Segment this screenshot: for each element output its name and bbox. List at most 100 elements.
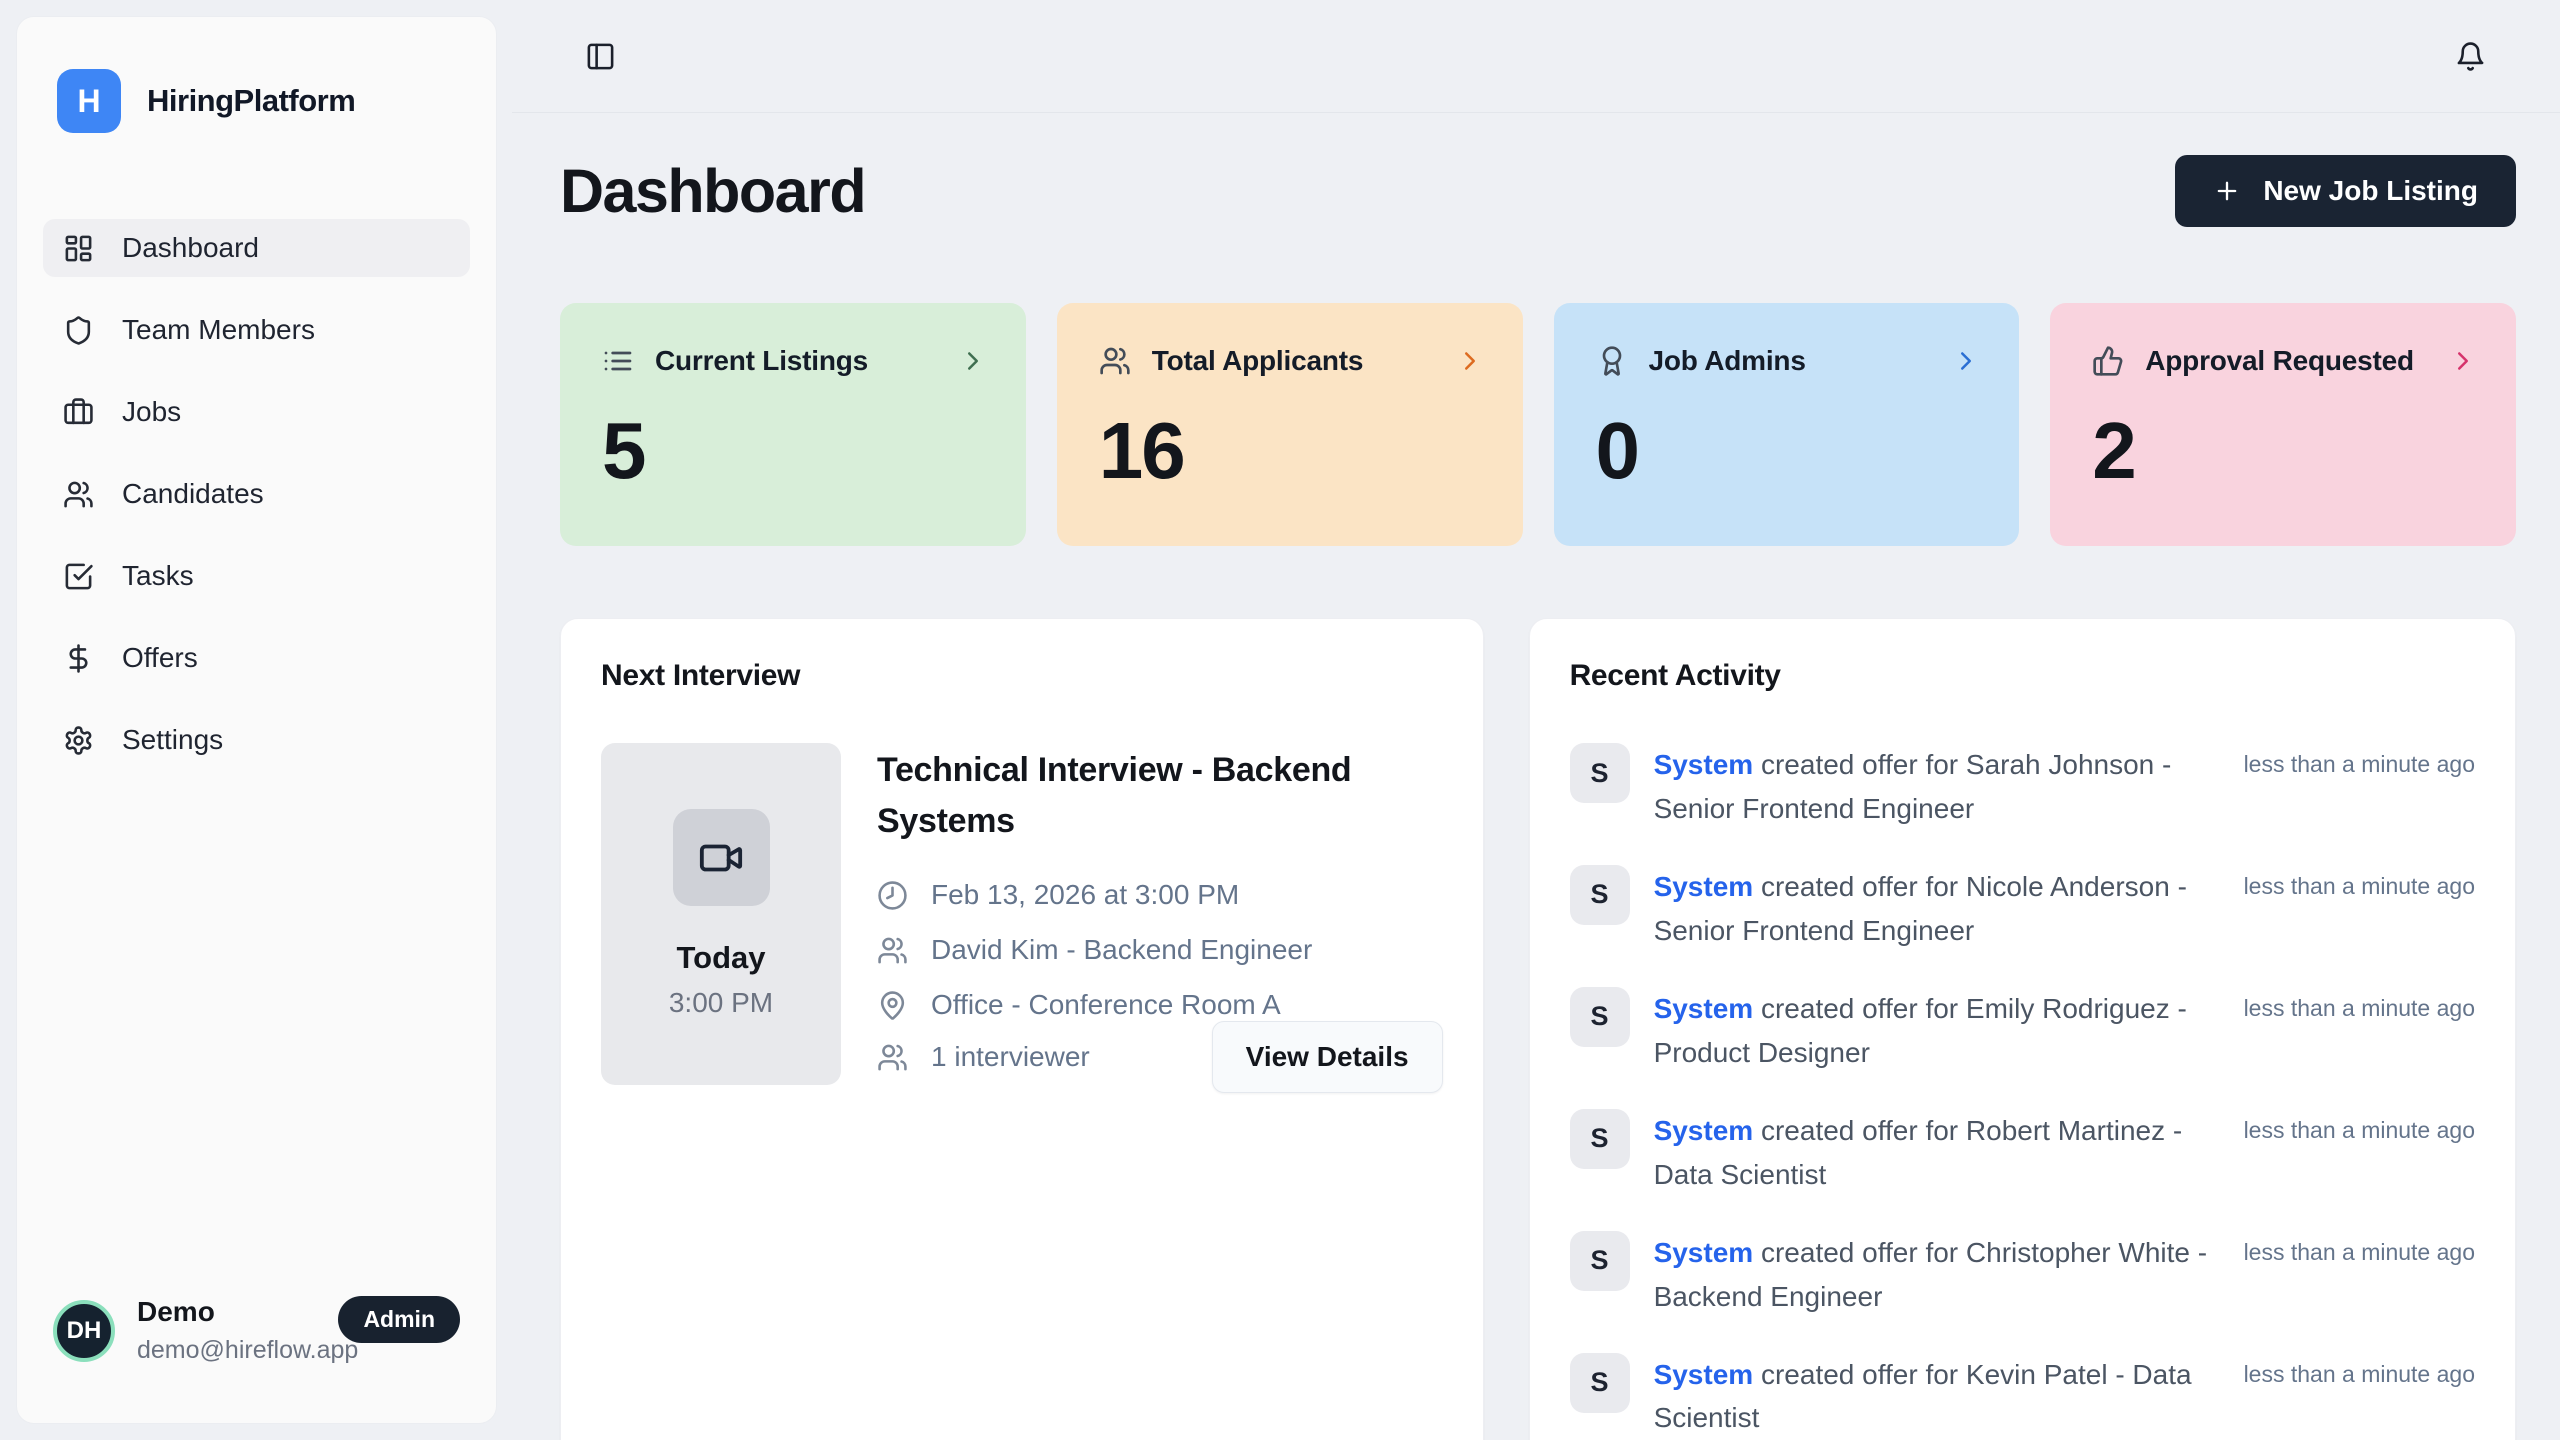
- bell-icon: [2455, 41, 2486, 72]
- interviewer-count: 1 interviewer: [931, 1041, 1090, 1072]
- stat-value: 5: [602, 406, 646, 495]
- activity-actor[interactable]: System: [1653, 1114, 1754, 1146]
- activity-item: S System created offer for Christopher W…: [1569, 1230, 2475, 1319]
- activity-actor[interactable]: System: [1653, 992, 1754, 1024]
- sidebar-toggle-button[interactable]: [578, 34, 622, 78]
- interview-day: Today: [676, 940, 766, 975]
- sidebar-item-label: Jobs: [122, 396, 182, 427]
- next-interview-title: Next Interview: [601, 659, 801, 692]
- activity-timestamp: less than a minute ago: [2243, 1116, 2475, 1143]
- activity-avatar: S: [1569, 1108, 1630, 1169]
- activity-action: created offer for Robert Martinez - Data…: [1653, 1114, 2183, 1190]
- users-icon: [1099, 345, 1131, 377]
- video-icon: [672, 809, 770, 906]
- plus-icon: [2213, 177, 2241, 205]
- main-area: Dashboard New Job Listing Current Listin…: [512, 0, 2560, 1440]
- new-job-listing-label: New Job Listing: [2263, 175, 2478, 206]
- interview-location: Office - Conference Room A: [931, 989, 1281, 1020]
- activity-avatar: S: [1569, 864, 1630, 925]
- brand-logo-letter: H: [77, 82, 101, 119]
- award-icon: [1596, 345, 1628, 377]
- user-card[interactable]: DH Demo demo@hireflow.app Admin: [43, 1296, 470, 1423]
- view-details-button[interactable]: View Details: [1211, 1021, 1443, 1093]
- sidebar-item-team-members[interactable]: Team Members: [43, 301, 470, 359]
- stat-card-total-applicants[interactable]: Total Applicants 16: [1056, 303, 1523, 546]
- activity-item: S System created offer for Kevin Patel -…: [1569, 1352, 2475, 1440]
- page-title: Dashboard: [560, 157, 867, 225]
- stat-cards: Current Listings 5 Total Applicants 16 J…: [560, 303, 2516, 546]
- activity-text: System created offer for Nicole Anderson…: [1654, 865, 2220, 953]
- stat-card-approval-requested[interactable]: Approval Requested 2: [2050, 303, 2516, 546]
- stat-value: 16: [1098, 406, 1186, 495]
- panel-left-icon: [585, 41, 616, 72]
- activity-list: S System created offer for Sarah Johnson…: [1569, 743, 2475, 1440]
- briefcase-icon: [63, 397, 94, 428]
- stat-value: 2: [2092, 406, 2136, 495]
- chevron-right-icon: [958, 346, 988, 376]
- activity-action: created offer for Kevin Patel - Data Sci…: [1653, 1358, 2192, 1434]
- stat-label: Current Listings: [655, 345, 869, 376]
- stat-label: Total Applicants: [1151, 345, 1364, 376]
- brand-logo: H: [57, 69, 121, 133]
- activity-avatar: S: [1569, 1230, 1630, 1291]
- check-square-icon: [63, 561, 94, 592]
- activity-actor[interactable]: System: [1653, 749, 1754, 780]
- role-badge: Admin: [338, 1296, 460, 1343]
- sidebar-item-label: Team Members: [122, 314, 315, 345]
- page-content: Dashboard New Job Listing Current Listin…: [512, 113, 2560, 1440]
- activity-action: created offer for Christopher White - Ba…: [1653, 1236, 2208, 1312]
- activity-text: System created offer for Sarah Johnson -…: [1654, 743, 2220, 831]
- stat-value: 0: [1595, 406, 1640, 495]
- sidebar-item-label: Candidates: [122, 478, 264, 509]
- user-email: demo@hireflow.app: [137, 1336, 359, 1364]
- sidebar-item-dashboard[interactable]: Dashboard: [43, 219, 470, 277]
- activity-timestamp: less than a minute ago: [2243, 1238, 2475, 1265]
- sidebar-item-label: Tasks: [122, 560, 194, 591]
- users-icon: [877, 935, 908, 966]
- activity-text: System created offer for Emily Rodriguez…: [1654, 987, 2220, 1075]
- interviewer-count-row: 1 interviewer: [877, 1041, 1090, 1073]
- activity-actor[interactable]: System: [1653, 1236, 1754, 1268]
- activity-item: S System created offer for Sarah Johnson…: [1569, 743, 2475, 831]
- activity-avatar: S: [1569, 986, 1630, 1047]
- dollar-icon: [63, 643, 94, 674]
- recent-activity-panel: Recent Activity S System created offer f…: [1528, 618, 2516, 1440]
- stat-card-job-admins[interactable]: Job Admins 0: [1553, 303, 2020, 546]
- activity-text: System created offer for Robert Martinez…: [1654, 1109, 2220, 1197]
- interview-details: Technical Interview - Backend Systems Fe…: [877, 743, 1443, 1093]
- avatar: DH: [53, 1299, 115, 1362]
- sidebar-item-jobs[interactable]: Jobs: [43, 383, 470, 441]
- interview-meta: Feb 13, 2026 at 3:00 PM David Kim - Back…: [877, 879, 1443, 1021]
- sidebar-item-settings[interactable]: Settings: [43, 711, 470, 769]
- interview-footer: 1 interviewer View Details: [877, 1021, 1443, 1093]
- sidebar-item-tasks[interactable]: Tasks: [43, 547, 470, 605]
- interview-time: 3:00 PM: [668, 987, 774, 1018]
- new-job-listing-button[interactable]: New Job Listing: [2175, 155, 2516, 227]
- activity-action: created offer for Nicole Anderson - Seni…: [1653, 870, 2187, 946]
- sidebar: H HiringPlatform Dashboard Team Members …: [16, 16, 497, 1424]
- page-header: Dashboard New Job Listing: [560, 155, 2516, 227]
- recent-activity-title: Recent Activity: [1569, 659, 1781, 692]
- activity-actor[interactable]: System: [1653, 870, 1754, 902]
- next-interview-panel: Next Interview Today 3:00 PM Technical I…: [560, 618, 1484, 1440]
- dashboard-icon: [63, 233, 94, 264]
- notifications-button[interactable]: [2448, 34, 2492, 78]
- users-icon: [877, 1042, 908, 1073]
- activity-item: S System created offer for Nicole Anders…: [1569, 864, 2475, 953]
- activity-action: created offer for Emily Rodriguez - Prod…: [1653, 992, 2187, 1068]
- chevron-right-icon: [1951, 346, 1981, 376]
- activity-avatar: S: [1569, 1352, 1630, 1413]
- interview-datetime-row: Feb 13, 2026 at 3:00 PM: [877, 879, 1443, 911]
- activity-timestamp: less than a minute ago: [2243, 994, 2475, 1021]
- users-icon: [63, 479, 94, 510]
- sidebar-item-candidates[interactable]: Candidates: [43, 465, 470, 523]
- activity-action: created offer for Sarah Johnson - Senior…: [1653, 749, 2172, 824]
- activity-timestamp: less than a minute ago: [2243, 872, 2475, 899]
- sidebar-item-offers[interactable]: Offers: [43, 629, 470, 687]
- chevron-right-icon: [2448, 346, 2478, 376]
- topbar: [512, 0, 2560, 113]
- activity-actor[interactable]: System: [1653, 1358, 1754, 1390]
- interview-thumbnail: Today 3:00 PM: [601, 743, 841, 1085]
- interview-datetime: Feb 13, 2026 at 3:00 PM: [931, 879, 1240, 910]
- stat-card-current-listings[interactable]: Current Listings 5: [560, 303, 1026, 546]
